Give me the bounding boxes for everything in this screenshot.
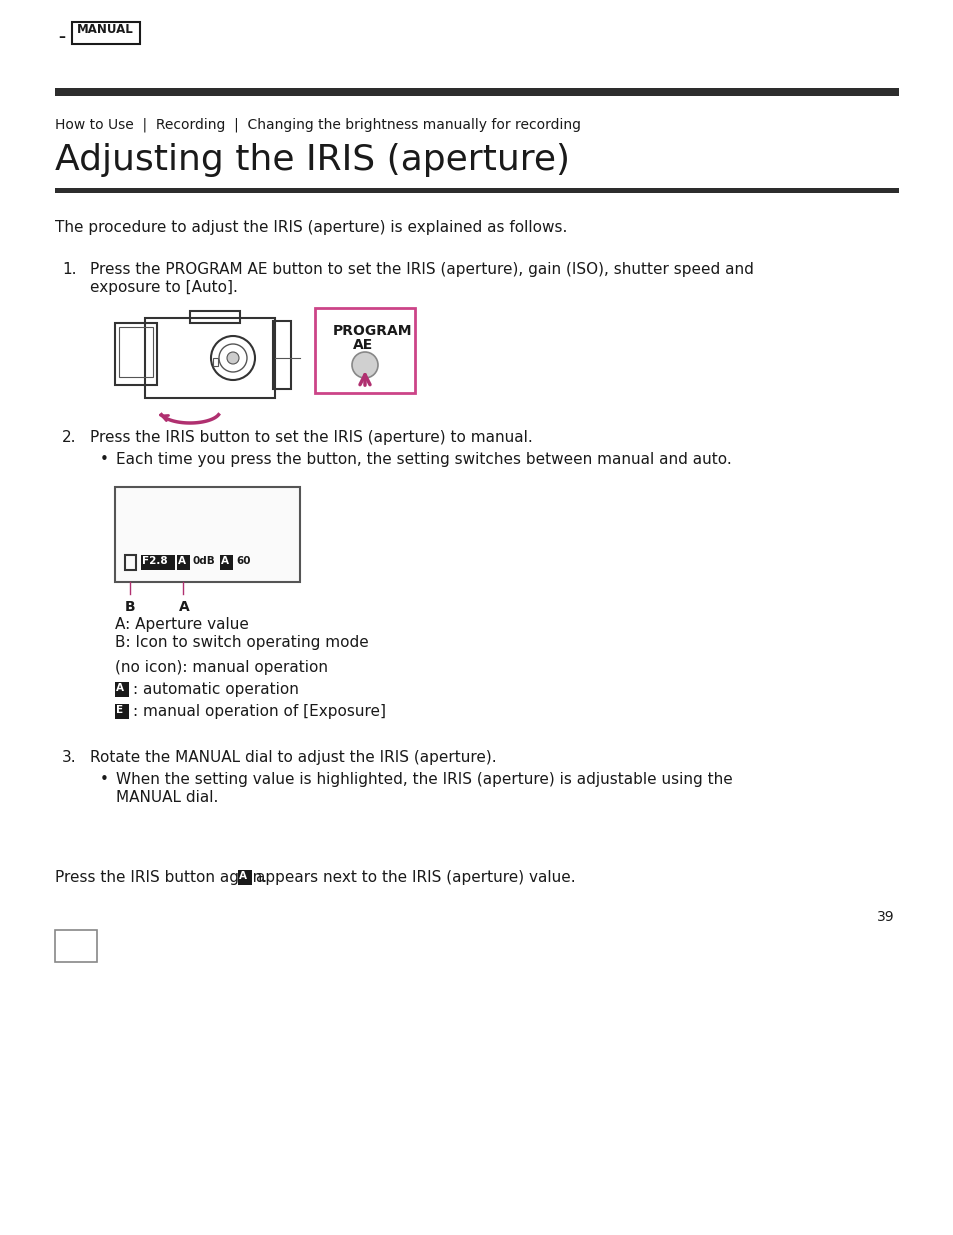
Text: 39: 39	[877, 910, 894, 924]
Bar	[213, 358, 218, 366]
Bar	[55, 188, 898, 193]
Text: 3.: 3.	[62, 750, 76, 764]
Bar	[115, 324, 157, 385]
Text: appears next to the IRIS (aperture) value.: appears next to the IRIS (aperture) valu…	[255, 869, 575, 885]
Text: How to Use  |  Recording  |  Changing the brightness manually for recording: How to Use | Recording | Changing the br…	[55, 119, 580, 132]
Bar	[55, 930, 97, 962]
Bar	[125, 555, 136, 571]
Text: B: Icon to switch operating mode: B: Icon to switch operating mode	[115, 635, 369, 650]
Text: The procedure to adjust the IRIS (aperture) is explained as follows.: The procedure to adjust the IRIS (apertu…	[55, 220, 567, 235]
Text: exposure to [Auto].: exposure to [Auto].	[90, 280, 237, 295]
Text: A: A	[239, 871, 247, 881]
Text: A: A	[178, 556, 186, 566]
Text: : manual operation of [Exposure]: : manual operation of [Exposure]	[132, 704, 386, 719]
Text: –: –	[58, 30, 65, 44]
Text: F2.8: F2.8	[142, 556, 168, 566]
Text: Each time you press the button, the setting switches between manual and auto.: Each time you press the button, the sett…	[116, 452, 731, 467]
Bar	[141, 555, 174, 571]
Text: Adjusting the IRIS (aperture): Adjusting the IRIS (aperture)	[55, 143, 569, 177]
Text: 0dB: 0dB	[193, 556, 215, 566]
Bar	[119, 327, 152, 377]
Text: PROGRAM: PROGRAM	[333, 324, 412, 338]
Text: Press the IRIS button to set the IRIS (aperture) to manual.: Press the IRIS button to set the IRIS (a…	[90, 430, 532, 445]
Bar	[55, 88, 898, 96]
Text: B: B	[125, 600, 135, 614]
Bar	[71, 22, 140, 44]
Bar	[273, 321, 291, 389]
Text: 1.: 1.	[62, 262, 76, 277]
Bar	[115, 682, 129, 697]
Text: MANUAL dial.: MANUAL dial.	[116, 790, 218, 805]
Text: •: •	[100, 772, 109, 787]
Text: A: Aperture value: A: Aperture value	[115, 618, 249, 632]
Text: AE: AE	[353, 338, 373, 352]
Circle shape	[227, 352, 239, 364]
Text: (no icon): manual operation: (no icon): manual operation	[115, 659, 328, 676]
Bar	[237, 869, 252, 885]
Bar	[190, 311, 240, 324]
Bar	[115, 487, 299, 582]
Text: E: E	[116, 705, 123, 715]
Text: Press the PROGRAM AE button to set the IRIS (aperture), gain (ISO), shutter spee: Press the PROGRAM AE button to set the I…	[90, 262, 753, 277]
Text: : automatic operation: : automatic operation	[132, 682, 298, 697]
Text: A: A	[179, 600, 190, 614]
Bar	[115, 704, 129, 719]
Bar	[314, 308, 415, 393]
Text: 60: 60	[235, 556, 251, 566]
Bar	[145, 317, 274, 398]
Text: •: •	[100, 452, 109, 467]
Text: MANUAL: MANUAL	[77, 23, 133, 36]
Bar	[177, 555, 190, 571]
Circle shape	[352, 352, 377, 378]
Text: Rotate the MANUAL dial to adjust the IRIS (aperture).: Rotate the MANUAL dial to adjust the IRI…	[90, 750, 497, 764]
Bar	[220, 555, 233, 571]
Text: A: A	[221, 556, 229, 566]
Text: When the setting value is highlighted, the IRIS (aperture) is adjustable using t: When the setting value is highlighted, t…	[116, 772, 732, 787]
Text: Press the IRIS button again.: Press the IRIS button again.	[55, 869, 267, 885]
Text: A: A	[116, 683, 124, 693]
Text: 2.: 2.	[62, 430, 76, 445]
